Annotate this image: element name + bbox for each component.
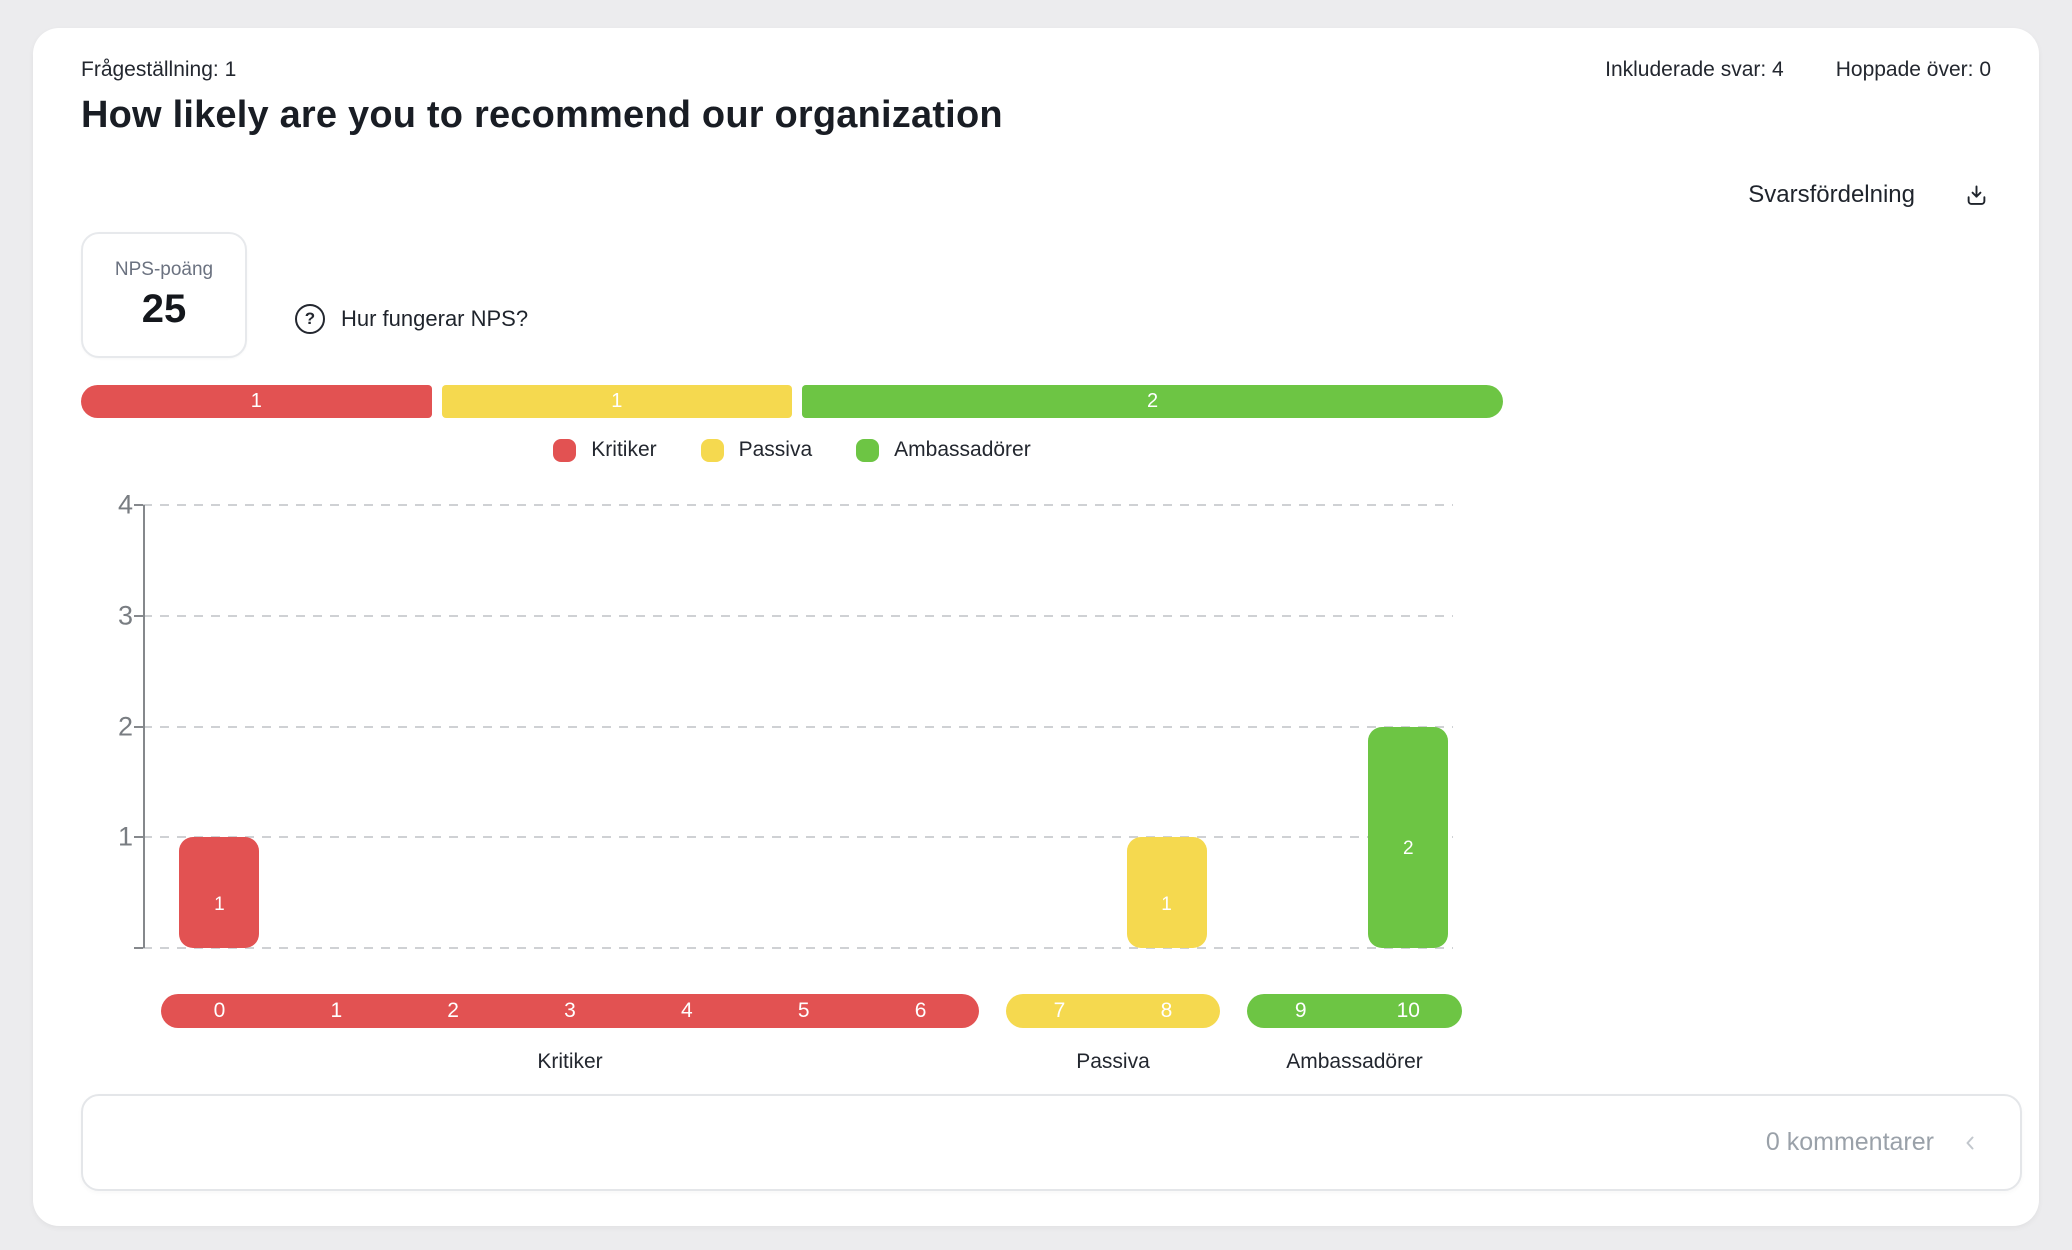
gridline xyxy=(143,614,1453,617)
chevron-left-icon[interactable] xyxy=(1958,1131,1982,1155)
question-mark-icon: ? xyxy=(295,304,325,334)
bar-value-label: 2 xyxy=(1402,838,1414,860)
bar-value-label: 1 xyxy=(1161,893,1172,915)
legend-label: Ambassadörer xyxy=(894,438,1031,461)
legend-label: Passiva xyxy=(738,438,813,461)
x-axis-score-8: 8 xyxy=(1160,999,1173,1022)
summary-segment-count: 2 xyxy=(1146,390,1159,412)
legend-marker-icon xyxy=(856,438,880,462)
x-axis-score-4: 4 xyxy=(681,999,693,1022)
y-axis-tick xyxy=(134,504,143,506)
x-axis-score-0: 0 xyxy=(213,999,226,1022)
y-axis-tick xyxy=(134,614,143,617)
category-label-promoter: Ambassadörer xyxy=(1286,1050,1423,1073)
nps-score-label: NPS-poäng xyxy=(114,258,214,280)
legend-item-passive: Passiva xyxy=(700,438,813,462)
y-axis-label: 3 xyxy=(117,600,133,631)
x-axis-pill-promoter: 9 10 xyxy=(1247,994,1462,1028)
legend-item-promoter: Ambassadörer xyxy=(856,438,1031,462)
chart-legend: Kritiker Passiva Ambassadörer xyxy=(81,438,1503,462)
included-responses-label: Inkluderade svar: 4 xyxy=(1605,58,1784,81)
score-distribution-chart: 1 2 3 4 1 1 2 0 1 2 3 4 5 6 Kritiker 7 8 Passiva 9 10 Ambass… xyxy=(81,490,1991,1115)
x-axis-score-5: 5 xyxy=(797,999,810,1022)
legend-marker-icon xyxy=(553,438,577,462)
gridline xyxy=(143,947,1453,949)
summary-segment-detractor: 1 xyxy=(81,385,432,418)
comments-count-label: 0 kommentarer xyxy=(1765,1128,1934,1156)
category-label-detractor: Kritiker xyxy=(537,1050,603,1073)
legend-item-detractor: Kritiker xyxy=(553,438,657,462)
summary-segment-passive: 1 xyxy=(441,385,792,418)
x-axis-score-1: 1 xyxy=(330,999,343,1022)
distribution-title: Svarsfördelning xyxy=(1748,181,1915,208)
legend-marker-icon xyxy=(700,438,724,462)
response-stats: Inkluderade svar: 4 Hoppade över: 0 xyxy=(1605,58,1991,82)
question-title: How likely are you to recommend our orga… xyxy=(81,94,1003,136)
summary-segment-count: 1 xyxy=(250,390,262,412)
chart-bar-score-0: 1 xyxy=(179,837,260,948)
y-axis-tick xyxy=(134,725,143,728)
download-icon[interactable] xyxy=(1961,180,1991,210)
legend-label: Kritiker xyxy=(591,438,657,461)
bar-value-label: 1 xyxy=(214,893,225,915)
chart-bar-score-8: 1 xyxy=(1126,837,1207,948)
nps-score-value: 25 xyxy=(141,286,187,331)
y-axis-tick xyxy=(134,836,143,839)
x-axis-pill-detractor: 0 1 2 3 4 5 6 xyxy=(161,994,979,1028)
chart-bar-score-10: 2 xyxy=(1368,726,1449,948)
skipped-responses-label: Hoppade över: 0 xyxy=(1835,58,1991,81)
question-number-label: Frågeställning: 1 xyxy=(81,58,237,81)
gridline xyxy=(143,504,1453,506)
gridline xyxy=(143,725,1453,728)
summary-segment-promoter: 2 xyxy=(802,385,1503,418)
x-axis-score-2: 2 xyxy=(447,999,459,1022)
y-axis-label: 2 xyxy=(117,711,133,741)
comments-panel[interactable]: 0 kommentarer xyxy=(81,1094,2022,1191)
nps-summary-stacked-bar: 1 1 2 xyxy=(81,385,1503,418)
y-axis-label: 4 xyxy=(117,489,133,520)
summary-segment-count: 1 xyxy=(611,390,623,412)
distribution-header: Svarsfördelning xyxy=(1748,180,1991,210)
nps-help-text: Hur fungerar NPS? xyxy=(341,306,529,331)
category-label-passive: Passiva xyxy=(1076,1050,1150,1073)
y-axis-line xyxy=(143,505,145,948)
x-axis-score-3: 3 xyxy=(564,999,576,1022)
x-axis-score-6: 6 xyxy=(914,999,927,1022)
x-axis-score-10: 10 xyxy=(1396,999,1420,1022)
nps-help-link[interactable]: ? Hur fungerar NPS? xyxy=(295,304,528,334)
x-axis-score-7: 7 xyxy=(1053,999,1066,1022)
question-result-card: Frågeställning: 1 Inkluderade svar: 4 Ho… xyxy=(33,28,2039,1226)
y-axis-tick xyxy=(134,947,143,949)
y-axis-label: 1 xyxy=(117,821,133,852)
nps-score-box: NPS-poäng 25 xyxy=(81,232,247,358)
gridline xyxy=(143,836,1453,839)
x-axis-score-9: 9 xyxy=(1294,999,1307,1022)
